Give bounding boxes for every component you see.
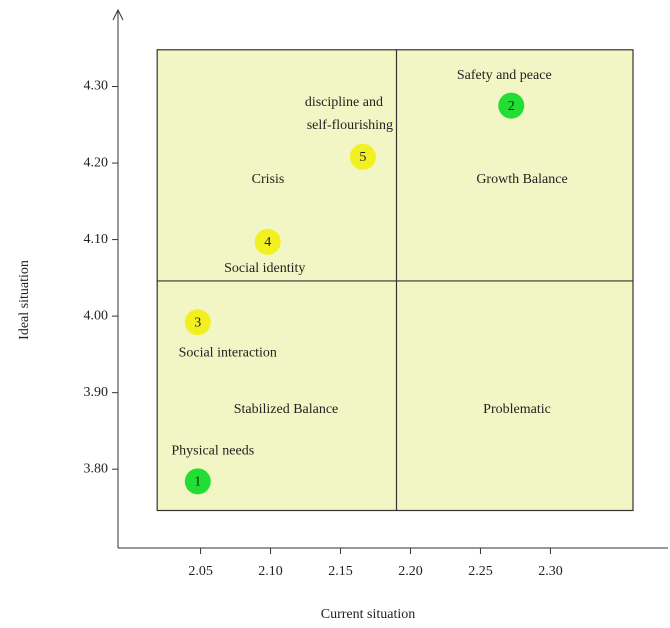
x-tick-label: 2.10 xyxy=(258,564,283,579)
y-tick-label: 3.80 xyxy=(84,461,109,476)
x-tick-label: 2.30 xyxy=(538,564,563,579)
x-tick-label: 2.05 xyxy=(188,564,213,579)
quadrant-label: Problematic xyxy=(483,402,551,417)
x-axis-title: Current situation xyxy=(321,607,416,622)
point xyxy=(254,228,281,255)
point-name: Physical needs xyxy=(171,444,254,459)
point-label: 4 xyxy=(264,235,271,250)
y-tick-label: 4.20 xyxy=(84,155,109,170)
point xyxy=(498,92,525,119)
point xyxy=(349,143,376,170)
x-tick-label: 2.25 xyxy=(468,564,493,579)
point xyxy=(184,309,211,336)
x-tick-label: 2.20 xyxy=(398,564,423,579)
y-tick-label: 4.30 xyxy=(84,79,109,94)
point-name: self-flourishing xyxy=(307,118,393,133)
y-tick-label: 3.90 xyxy=(84,385,109,400)
y-axis-arrow xyxy=(112,8,124,21)
point-label: 1 xyxy=(194,475,201,490)
point-name: Social identity xyxy=(224,261,305,276)
quadrant-label: Crisis xyxy=(252,172,285,187)
point-label: 2 xyxy=(508,99,515,114)
point-label: 3 xyxy=(194,315,201,330)
quadrant-label: Stabilized Balance xyxy=(234,402,339,417)
point-name: Social interaction xyxy=(179,345,277,360)
quadrant-box xyxy=(156,49,634,512)
point xyxy=(184,468,211,495)
point-label: 5 xyxy=(359,150,366,165)
x-tick-label: 2.15 xyxy=(328,564,353,579)
quadrant-label: Growth Balance xyxy=(476,172,567,187)
point-name: Safety and peace xyxy=(457,68,552,83)
point-name: discipline and xyxy=(305,95,383,110)
y-tick-label: 4.00 xyxy=(84,308,109,323)
y-tick-label: 4.10 xyxy=(84,232,109,247)
y-axis-title: Ideal situation xyxy=(17,260,32,340)
